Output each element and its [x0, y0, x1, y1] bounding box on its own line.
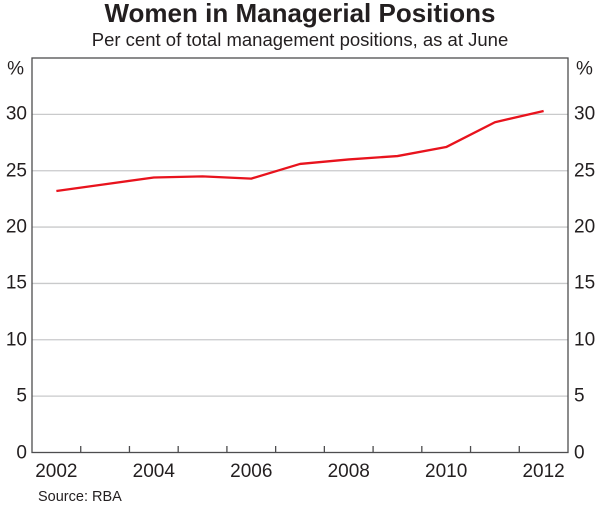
y-axis-label-right: 15	[574, 272, 596, 294]
y-axis-label-right: 30	[574, 103, 596, 125]
y-axis-label-left: 15	[5, 272, 27, 294]
y-axis-unit-right: %	[576, 58, 593, 80]
x-axis-label: 2010	[425, 461, 468, 482]
y-axis-label-right: 10	[574, 329, 596, 351]
chart-title: Women in Managerial Positions	[104, 0, 496, 28]
x-axis-label: 2002	[35, 461, 78, 482]
y-axis-label-left: 25	[5, 160, 27, 182]
y-axis-label-left: 5	[16, 385, 27, 407]
x-axis-label: 2008	[327, 461, 370, 482]
y-axis-label-right: 5	[574, 385, 585, 407]
source-note: Source: RBA	[38, 489, 122, 505]
y-axis-label-left: 20	[5, 216, 27, 238]
chart-subtitle: Per cent of total management positions, …	[91, 29, 509, 50]
plot-frame	[31, 57, 569, 454]
y-axis-label-left: 0	[16, 442, 27, 463]
x-axis-label: 2012	[522, 461, 565, 482]
y-axis-label-right: 20	[574, 216, 596, 238]
x-axis-label: 2006	[230, 461, 273, 482]
y-axis-label-right: 25	[574, 160, 596, 182]
y-axis-label-right: 0	[574, 442, 585, 463]
y-axis-unit-left: %	[7, 58, 24, 80]
data-line	[56, 109, 544, 193]
y-axis-label-left: 10	[5, 329, 27, 351]
y-axis-label-left: 30	[5, 103, 27, 125]
x-axis-label: 2004	[132, 461, 175, 482]
